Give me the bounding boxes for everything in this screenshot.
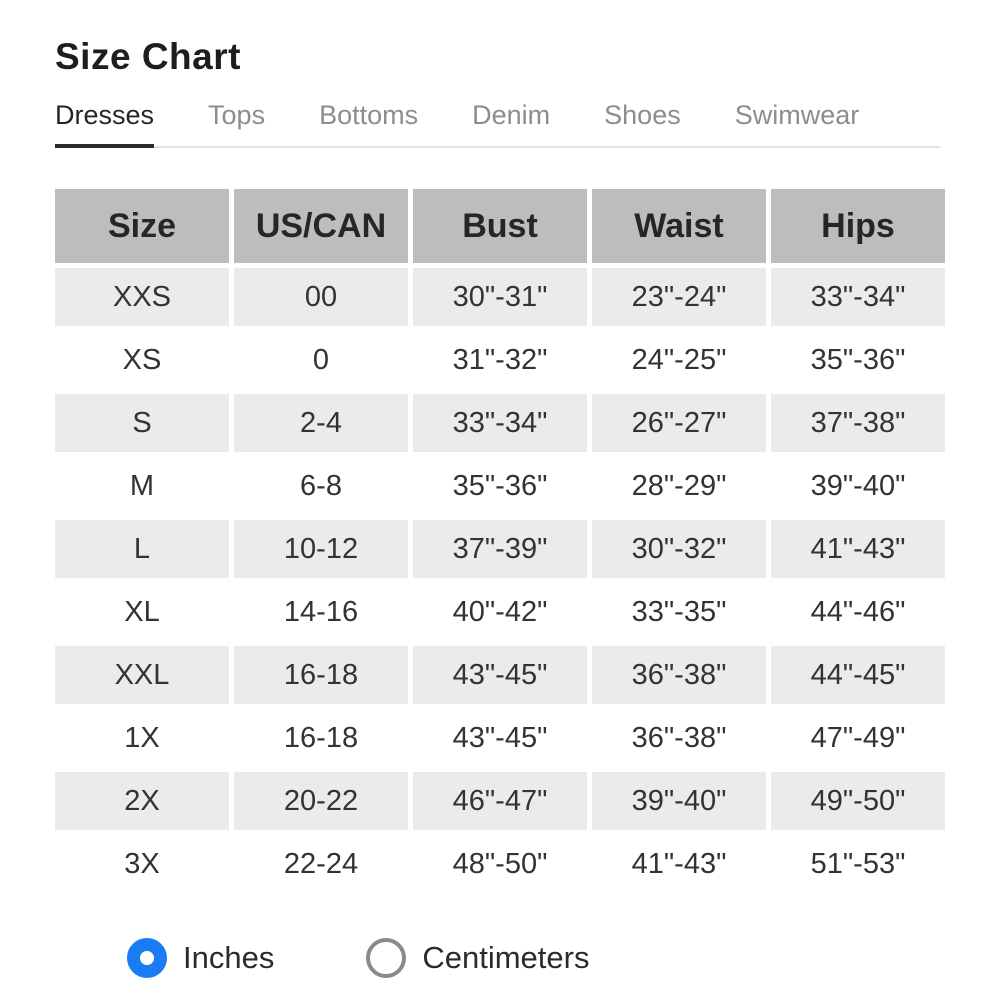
table-row-s: S 2-4 33"-34" 26"-27" 37"-38"	[55, 394, 945, 452]
table-cell: 00	[234, 268, 408, 326]
table-cell: 44"-46"	[771, 583, 945, 641]
table-cell: 33"-34"	[771, 268, 945, 326]
unit-label: Inches	[183, 940, 275, 975]
table-cell: 41"-43"	[771, 520, 945, 578]
table-cell: XXL	[55, 646, 229, 704]
table-cell: 33"-34"	[413, 394, 587, 452]
column-header-hips: Hips	[771, 189, 945, 263]
table-header-row: Size US/CAN Bust Waist Hips	[55, 189, 945, 263]
tab-denim[interactable]: Denim	[472, 100, 551, 130]
table-cell: 47"-49"	[771, 709, 945, 767]
table-cell: M	[55, 457, 229, 515]
table-cell: 36"-38"	[592, 646, 766, 704]
table-cell: 46"-47"	[413, 772, 587, 830]
table-cell: 24"-25"	[592, 331, 766, 389]
table-cell: 35"-36"	[771, 331, 945, 389]
table-cell: 16-18	[234, 646, 408, 704]
table-cell: 39"-40"	[771, 457, 945, 515]
table-row-m: M 6-8 35"-36" 28"-29" 39"-40"	[55, 457, 945, 515]
table-row-3x: 3X 22-24 48"-50" 41"-43" 51"-53"	[55, 835, 945, 893]
radio-selected-icon[interactable]	[127, 938, 167, 978]
table-cell: 3X	[55, 835, 229, 893]
table-cell: L	[55, 520, 229, 578]
page-title: Size Chart	[55, 36, 241, 77]
tab-bottoms[interactable]: Bottoms	[319, 100, 419, 130]
table-cell: 20-22	[234, 772, 408, 830]
tab-tops[interactable]: Tops	[208, 100, 266, 130]
table-cell: 33"-35"	[592, 583, 766, 641]
table-cell: 14-16	[234, 583, 408, 641]
table-cell: 16-18	[234, 709, 408, 767]
table-cell: 10-12	[234, 520, 408, 578]
table-cell: XXS	[55, 268, 229, 326]
tab-swimwear[interactable]: Swimwear	[734, 100, 860, 130]
table-cell: 0	[234, 331, 408, 389]
table-cell: XL	[55, 583, 229, 641]
table-row-l: L 10-12 37"-39" 30"-32" 41"-43"	[55, 520, 945, 578]
table-cell: 43"-45"	[413, 709, 587, 767]
size-table: Size US/CAN Bust Waist Hips XXS 00 30"-31" 23"-…	[50, 184, 950, 898]
table-cell: S	[55, 394, 229, 452]
column-header-bust: Bust	[413, 189, 587, 263]
unit-label: Centimeters	[422, 940, 590, 975]
table-cell: 49"-50"	[771, 772, 945, 830]
table-cell: 51"-53"	[771, 835, 945, 893]
table-row-xs: XS 0 31"-32" 24"-25" 35"-36"	[55, 331, 945, 389]
table-row-xxs: XXS 00 30"-31" 23"-24" 33"-34"	[55, 268, 945, 326]
table-cell: 37"-38"	[771, 394, 945, 452]
column-header-waist: Waist	[592, 189, 766, 263]
radio-unselected-icon[interactable]	[366, 938, 407, 978]
table-cell: 22-24	[234, 835, 408, 893]
table-cell: 48"-50"	[413, 835, 587, 893]
table-cell: 1X	[55, 709, 229, 767]
table-row-xxl: XXL 16-18 43"-45" 36"-38" 44"-45"	[55, 646, 945, 704]
table-cell: 30"-32"	[592, 520, 766, 578]
table-cell: 2-4	[234, 394, 408, 452]
unit-option-centimeters[interactable]: Centimeters	[366, 938, 589, 978]
table-row-xl: XL 14-16 40"-42" 33"-35" 44"-46"	[55, 583, 945, 641]
table-cell: XS	[55, 331, 229, 389]
table-row-2x: 2X 20-22 46"-47" 39"-40" 49"-50"	[55, 772, 945, 830]
table-cell: 37"-39"	[413, 520, 587, 578]
table-cell: 39"-40"	[592, 772, 766, 830]
table-cell: 28"-29"	[592, 457, 766, 515]
unit-selector: Inches Centimeters	[127, 938, 945, 978]
table-cell: 41"-43"	[592, 835, 766, 893]
tab-shoes[interactable]: Shoes	[604, 100, 681, 130]
table-row-1x: 1X 16-18 43"-45" 36"-38" 47"-49"	[55, 709, 945, 767]
table-cell: 23"-24"	[592, 268, 766, 326]
table-cell: 36"-38"	[592, 709, 766, 767]
table-cell: 35"-36"	[413, 457, 587, 515]
table-cell: 44"-45"	[771, 646, 945, 704]
unit-option-inches[interactable]: Inches	[127, 938, 274, 978]
table-cell: 30"-31"	[413, 268, 587, 326]
column-header-us-can: US/CAN	[234, 189, 408, 263]
table-cell: 6-8	[234, 457, 408, 515]
table-cell: 31"-32"	[413, 331, 587, 389]
category-tabs: Dresses Tops Bottoms Denim Shoes Swimwear	[55, 100, 940, 148]
table-cell: 2X	[55, 772, 229, 830]
column-header-size: Size	[55, 189, 229, 263]
table-body: XXS 00 30"-31" 23"-24" 33"-34" XS 0 31"-32" 24"-…	[55, 268, 945, 893]
table-cell: 26"-27"	[592, 394, 766, 452]
table-cell: 40"-42"	[413, 583, 587, 641]
tab-dresses[interactable]: Dresses	[55, 100, 155, 148]
table-cell: 43"-45"	[413, 646, 587, 704]
